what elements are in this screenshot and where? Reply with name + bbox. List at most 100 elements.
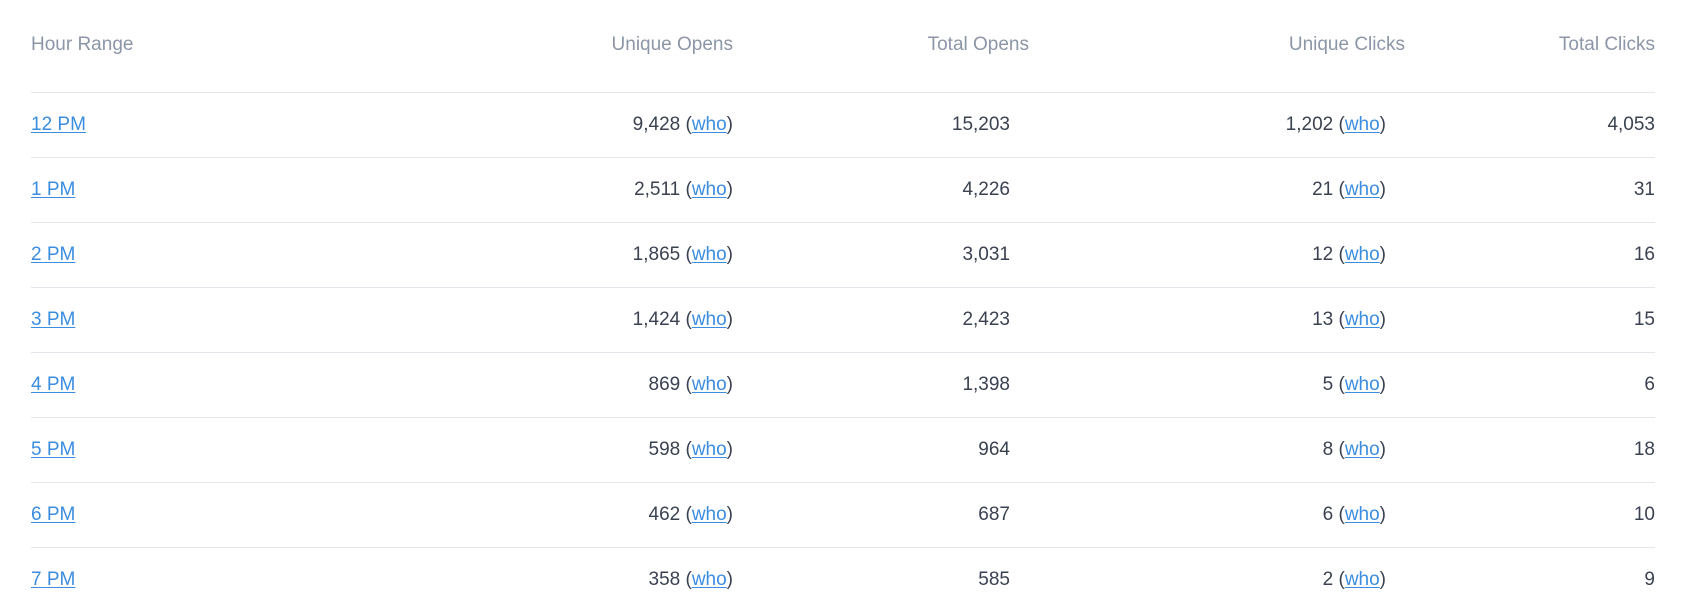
unique-opens-value: 358 bbox=[648, 568, 681, 590]
unique-clicks-who-link[interactable]: who bbox=[1344, 373, 1380, 395]
open-paren: ( bbox=[685, 438, 692, 460]
unique-opens-who-link[interactable]: who bbox=[691, 308, 727, 330]
table-body: 12 PM 9,428 (who) 15,203 1,202 (who) 4,0… bbox=[31, 92, 1655, 612]
unique-clicks-who-link[interactable]: who bbox=[1344, 113, 1380, 135]
unique-opens-who-link[interactable]: who bbox=[691, 503, 727, 525]
total-clicks-value: 4,053 bbox=[1607, 113, 1655, 135]
unique-clicks-cell: 5 (who) bbox=[1029, 352, 1405, 418]
close-paren: ) bbox=[726, 503, 733, 525]
hour-cell: 12 PM bbox=[31, 92, 431, 158]
unique-clicks-value: 2 bbox=[1322, 568, 1334, 590]
total-clicks-cell: 18 bbox=[1405, 417, 1655, 483]
header-row: Hour Range Unique Opens Total Opens Uniq… bbox=[31, 0, 1655, 93]
hour-cell: 4 PM bbox=[31, 352, 431, 418]
close-paren: ) bbox=[726, 308, 733, 330]
hour-range-link[interactable]: 4 PM bbox=[31, 373, 76, 395]
unique-opens-value: 1,424 bbox=[632, 308, 681, 330]
unique-opens-who-link[interactable]: who bbox=[691, 373, 727, 395]
total-opens-value: 15,203 bbox=[951, 113, 1010, 135]
open-paren: ( bbox=[1338, 243, 1345, 265]
open-paren: ( bbox=[1338, 373, 1345, 395]
unique-opens-who-link[interactable]: who bbox=[691, 178, 727, 200]
unique-opens-cell: 1,424 (who) bbox=[431, 287, 733, 353]
unique-opens-cell: 598 (who) bbox=[431, 417, 733, 483]
hour-cell: 7 PM bbox=[31, 547, 431, 612]
open-paren: ( bbox=[1338, 503, 1345, 525]
close-paren: ) bbox=[726, 243, 733, 265]
open-paren: ( bbox=[685, 178, 692, 200]
unique-clicks-cell: 1,202 (who) bbox=[1029, 92, 1405, 158]
total-opens-cell: 687 bbox=[733, 482, 1029, 548]
close-paren: ) bbox=[726, 568, 733, 590]
unique-clicks-who-link[interactable]: who bbox=[1344, 243, 1380, 265]
total-opens-value: 4,226 bbox=[962, 178, 1010, 200]
hour-cell: 2 PM bbox=[31, 222, 431, 288]
total-clicks-value: 6 bbox=[1644, 373, 1655, 395]
total-clicks-cell: 31 bbox=[1405, 157, 1655, 223]
total-opens-cell: 15,203 bbox=[733, 92, 1029, 158]
close-paren: ) bbox=[1379, 373, 1386, 395]
unique-opens-who-link[interactable]: who bbox=[691, 243, 727, 265]
unique-clicks-who-link[interactable]: who bbox=[1344, 178, 1380, 200]
table-row: 1 PM 2,511 (who) 4,226 21 (who) 31 bbox=[31, 157, 1655, 223]
hour-range-link[interactable]: 5 PM bbox=[31, 438, 76, 460]
unique-clicks-value: 5 bbox=[1322, 373, 1334, 395]
close-paren: ) bbox=[1379, 243, 1386, 265]
total-opens-value: 3,031 bbox=[962, 243, 1010, 265]
total-opens-value: 585 bbox=[978, 568, 1010, 590]
close-paren: ) bbox=[1379, 308, 1386, 330]
unique-clicks-who-link[interactable]: who bbox=[1344, 503, 1380, 525]
open-paren: ( bbox=[685, 113, 692, 135]
table-row: 5 PM 598 (who) 964 8 (who) 18 bbox=[31, 417, 1655, 483]
hour-range-link[interactable]: 2 PM bbox=[31, 243, 76, 265]
close-paren: ) bbox=[726, 113, 733, 135]
unique-opens-who-link[interactable]: who bbox=[691, 438, 727, 460]
close-paren: ) bbox=[1379, 568, 1386, 590]
header-total-clicks: Total Clicks bbox=[1405, 0, 1655, 93]
unique-opens-value: 1,865 bbox=[632, 243, 681, 265]
total-clicks-value: 16 bbox=[1633, 243, 1655, 265]
total-clicks-value: 10 bbox=[1633, 503, 1655, 525]
unique-clicks-cell: 12 (who) bbox=[1029, 222, 1405, 288]
hour-cell: 5 PM bbox=[31, 417, 431, 483]
unique-opens-who-link[interactable]: who bbox=[691, 568, 727, 590]
unique-clicks-who-link[interactable]: who bbox=[1344, 438, 1380, 460]
table-row: 4 PM 869 (who) 1,398 5 (who) 6 bbox=[31, 352, 1655, 418]
unique-clicks-cell: 2 (who) bbox=[1029, 547, 1405, 612]
total-clicks-cell: 6 bbox=[1405, 352, 1655, 418]
open-paren: ( bbox=[1338, 568, 1345, 590]
unique-clicks-who-link[interactable]: who bbox=[1344, 308, 1380, 330]
unique-opens-who-link[interactable]: who bbox=[691, 113, 727, 135]
hour-range-link[interactable]: 7 PM bbox=[31, 568, 76, 590]
unique-opens-cell: 1,865 (who) bbox=[431, 222, 733, 288]
table-row: 2 PM 1,865 (who) 3,031 12 (who) 16 bbox=[31, 222, 1655, 288]
close-paren: ) bbox=[1379, 178, 1386, 200]
hour-cell: 1 PM bbox=[31, 157, 431, 223]
unique-opens-value: 462 bbox=[648, 503, 681, 525]
total-clicks-value: 18 bbox=[1633, 438, 1655, 460]
hour-range-link[interactable]: 1 PM bbox=[31, 178, 76, 200]
unique-opens-value: 598 bbox=[648, 438, 681, 460]
unique-clicks-value: 12 bbox=[1312, 243, 1334, 265]
table-row: 3 PM 1,424 (who) 2,423 13 (who) 15 bbox=[31, 287, 1655, 353]
header-hour-range: Hour Range bbox=[31, 0, 431, 93]
total-clicks-cell: 16 bbox=[1405, 222, 1655, 288]
unique-opens-value: 9,428 bbox=[632, 113, 681, 135]
open-paren: ( bbox=[685, 308, 692, 330]
unique-clicks-value: 21 bbox=[1312, 178, 1334, 200]
table-row: 7 PM 358 (who) 585 2 (who) 9 bbox=[31, 547, 1655, 612]
hour-cell: 6 PM bbox=[31, 482, 431, 548]
hour-range-link[interactable]: 3 PM bbox=[31, 308, 76, 330]
total-opens-value: 687 bbox=[978, 503, 1010, 525]
header-total-opens: Total Opens bbox=[733, 0, 1029, 93]
total-opens-cell: 1,398 bbox=[733, 352, 1029, 418]
hour-range-link[interactable]: 12 PM bbox=[31, 113, 86, 135]
hour-range-link[interactable]: 6 PM bbox=[31, 503, 76, 525]
unique-clicks-cell: 6 (who) bbox=[1029, 482, 1405, 548]
total-opens-cell: 3,031 bbox=[733, 222, 1029, 288]
total-opens-value: 964 bbox=[978, 438, 1010, 460]
open-paren: ( bbox=[1338, 113, 1345, 135]
open-paren: ( bbox=[1338, 438, 1345, 460]
unique-clicks-who-link[interactable]: who bbox=[1344, 568, 1380, 590]
unique-clicks-cell: 13 (who) bbox=[1029, 287, 1405, 353]
